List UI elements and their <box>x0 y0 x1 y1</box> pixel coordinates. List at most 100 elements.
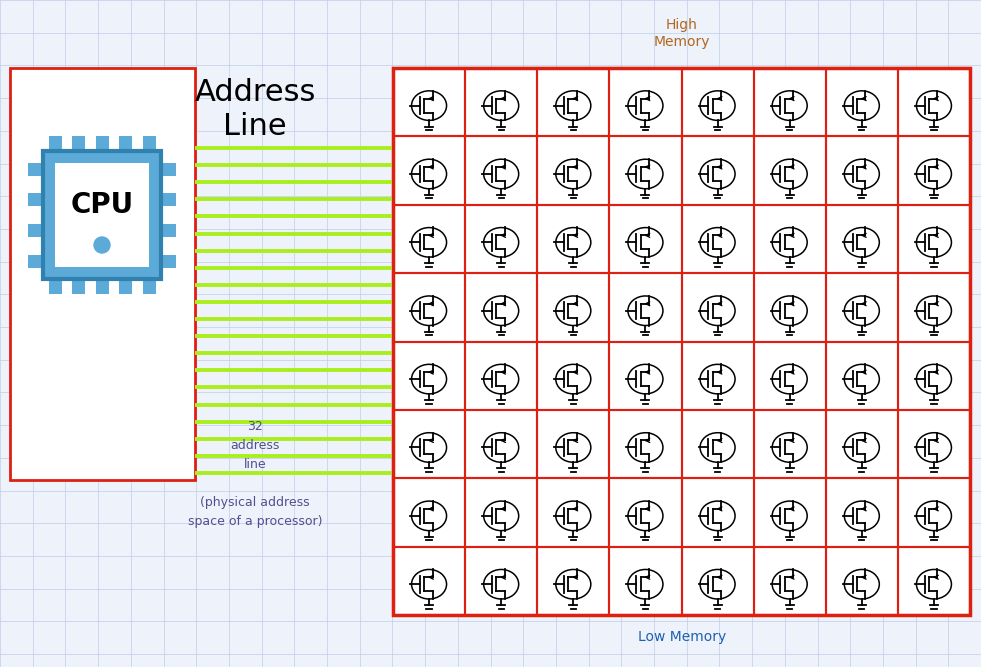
Ellipse shape <box>412 433 446 462</box>
Ellipse shape <box>916 364 952 394</box>
Bar <box>465 68 538 136</box>
Bar <box>95 279 109 294</box>
Bar <box>609 547 682 615</box>
Bar <box>682 342 753 410</box>
Bar <box>465 136 538 205</box>
Ellipse shape <box>772 364 807 394</box>
Bar <box>72 279 85 294</box>
Ellipse shape <box>845 91 879 120</box>
Bar <box>682 205 753 273</box>
Bar <box>609 136 682 205</box>
Ellipse shape <box>628 501 663 531</box>
Bar <box>538 68 609 136</box>
Bar <box>826 273 898 342</box>
Ellipse shape <box>628 296 663 325</box>
Bar <box>48 279 62 294</box>
Bar <box>465 478 538 547</box>
Bar <box>898 478 970 547</box>
Ellipse shape <box>916 501 952 531</box>
Ellipse shape <box>556 570 591 599</box>
Bar <box>161 163 176 175</box>
Ellipse shape <box>845 227 879 257</box>
Ellipse shape <box>700 501 735 531</box>
Bar <box>826 342 898 410</box>
Ellipse shape <box>628 570 663 599</box>
Bar <box>538 205 609 273</box>
Bar <box>898 342 970 410</box>
Ellipse shape <box>845 296 879 325</box>
Bar <box>753 68 826 136</box>
Ellipse shape <box>845 433 879 462</box>
Ellipse shape <box>628 227 663 257</box>
Ellipse shape <box>916 227 952 257</box>
Ellipse shape <box>700 570 735 599</box>
Bar <box>48 136 62 151</box>
Bar <box>753 410 826 478</box>
Ellipse shape <box>556 501 591 531</box>
Bar <box>28 255 43 267</box>
Bar <box>898 547 970 615</box>
Bar <box>28 224 43 237</box>
Ellipse shape <box>556 364 591 394</box>
Text: 32
address
line

(physical address
space of a processor): 32 address line (physical address space … <box>187 420 322 528</box>
Bar <box>28 163 43 175</box>
Bar <box>753 205 826 273</box>
Ellipse shape <box>556 296 591 325</box>
Bar <box>609 410 682 478</box>
Text: Address
Line: Address Line <box>194 78 316 141</box>
Bar <box>119 136 132 151</box>
Ellipse shape <box>772 433 807 462</box>
Ellipse shape <box>412 227 446 257</box>
Ellipse shape <box>556 227 591 257</box>
Ellipse shape <box>484 433 519 462</box>
Bar <box>898 273 970 342</box>
Bar <box>465 342 538 410</box>
Ellipse shape <box>700 433 735 462</box>
Bar <box>898 410 970 478</box>
Ellipse shape <box>412 501 446 531</box>
Ellipse shape <box>916 570 952 599</box>
Bar <box>538 478 609 547</box>
Ellipse shape <box>700 91 735 120</box>
Bar <box>826 68 898 136</box>
Ellipse shape <box>845 364 879 394</box>
Bar <box>393 410 465 478</box>
Bar <box>898 68 970 136</box>
Bar <box>826 478 898 547</box>
Ellipse shape <box>484 570 519 599</box>
Bar <box>753 136 826 205</box>
Bar <box>682 273 753 342</box>
Ellipse shape <box>628 91 663 120</box>
Bar <box>538 410 609 478</box>
Bar <box>28 193 43 206</box>
Ellipse shape <box>772 570 807 599</box>
Ellipse shape <box>412 91 446 120</box>
Ellipse shape <box>700 159 735 189</box>
Text: Low Memory: Low Memory <box>638 630 726 644</box>
Ellipse shape <box>556 433 591 462</box>
Bar <box>753 547 826 615</box>
Ellipse shape <box>772 296 807 325</box>
Bar <box>161 255 176 267</box>
Ellipse shape <box>772 159 807 189</box>
Bar <box>119 279 132 294</box>
Bar <box>95 136 109 151</box>
Ellipse shape <box>916 433 952 462</box>
Ellipse shape <box>628 364 663 394</box>
Bar <box>609 205 682 273</box>
Ellipse shape <box>484 159 519 189</box>
Bar <box>538 273 609 342</box>
Ellipse shape <box>916 159 952 189</box>
Bar <box>826 205 898 273</box>
Bar <box>826 547 898 615</box>
Bar <box>609 68 682 136</box>
Bar <box>465 205 538 273</box>
Bar <box>826 136 898 205</box>
Ellipse shape <box>412 296 446 325</box>
Bar <box>682 547 753 615</box>
Ellipse shape <box>628 159 663 189</box>
Ellipse shape <box>700 364 735 394</box>
Bar <box>682 68 753 136</box>
Bar <box>161 224 176 237</box>
Bar <box>393 205 465 273</box>
